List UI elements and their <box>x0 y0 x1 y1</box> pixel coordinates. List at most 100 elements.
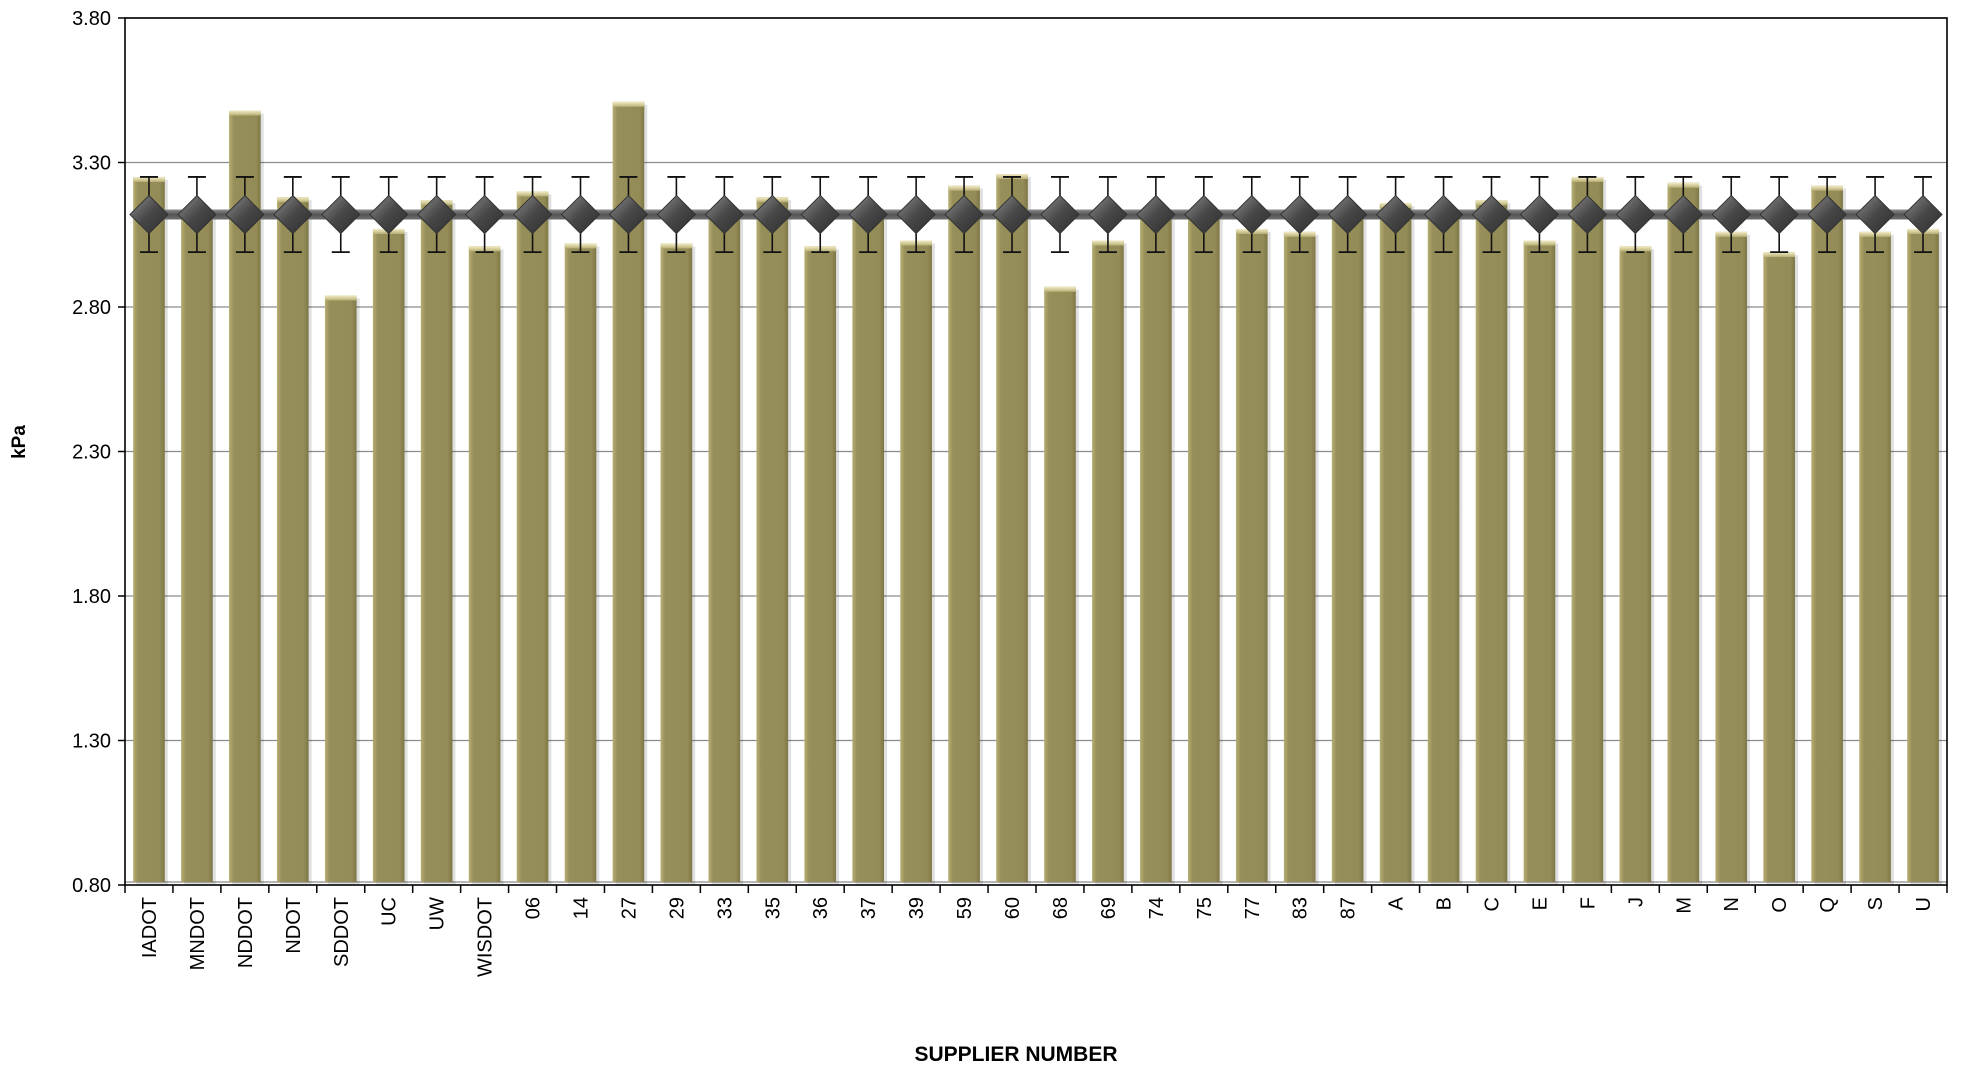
bar <box>1811 185 1846 885</box>
diamond-marker <box>1327 194 1368 235</box>
diamond-marker <box>1615 194 1656 235</box>
x-tick-label: 39 <box>906 897 928 919</box>
x-tick-label: S <box>1865 897 1887 910</box>
bar <box>420 200 456 885</box>
diamond-marker <box>848 194 888 235</box>
x-tick-label: 29 <box>666 897 688 919</box>
diamond-marker <box>896 194 936 235</box>
x-tick-label: SDDOT <box>331 897 353 967</box>
x-tick-label: B <box>1434 897 1456 910</box>
diamond-marker <box>608 194 649 235</box>
x-tick-label: 68 <box>1050 897 1072 919</box>
x-tick-label: MNDOT <box>187 897 209 970</box>
bar <box>1044 286 1079 885</box>
bar <box>564 243 600 886</box>
bar <box>1331 214 1367 885</box>
bar <box>1427 214 1463 885</box>
bar <box>1763 252 1799 886</box>
x-tick-label: 60 <box>1002 897 1024 919</box>
diamond-marker <box>992 194 1032 235</box>
x-tick-label: 27 <box>618 897 640 919</box>
diamond-marker <box>704 194 745 235</box>
bar <box>1235 228 1271 886</box>
bar <box>708 214 744 885</box>
diamond-marker <box>560 194 601 235</box>
bar <box>1092 240 1127 885</box>
bar <box>1715 231 1751 886</box>
bar <box>804 246 840 885</box>
bar <box>1523 240 1559 885</box>
x-tick-label: 14 <box>571 897 593 919</box>
diamond-marker <box>1759 194 1799 235</box>
diamond-marker <box>1040 194 1080 235</box>
x-tick-label: 77 <box>1242 897 1264 919</box>
diamond-marker <box>129 194 169 235</box>
x-tick-label: C <box>1482 897 1504 911</box>
x-tick-label: 83 <box>1290 897 1312 919</box>
diamond-marker <box>273 194 313 235</box>
x-axis-label: SUPPLIER NUMBER <box>914 1043 1117 1066</box>
x-tick-label: IADOT <box>139 897 161 958</box>
diamond-marker <box>1567 194 1608 235</box>
bar <box>229 110 264 886</box>
diamond-marker <box>1375 194 1416 235</box>
x-tick-label: 37 <box>858 897 880 919</box>
x-tick-label: Q <box>1817 897 1839 913</box>
x-tick-label: 75 <box>1194 897 1216 919</box>
x-tick-label: NDDOT <box>235 897 257 968</box>
y-tick-label: 2.80 <box>72 297 111 319</box>
bar <box>1187 214 1223 885</box>
y-tick-label: 0.80 <box>72 875 111 897</box>
x-tick-label: 35 <box>762 897 784 919</box>
diamond-marker <box>512 194 553 235</box>
diamond-marker <box>1807 194 1847 235</box>
mean-line-series <box>129 176 1943 253</box>
x-tick-label: 69 <box>1098 897 1120 919</box>
x-tick-label: UC <box>379 897 401 926</box>
x-tick-label: NDOT <box>283 897 305 954</box>
mean-line <box>148 209 1924 220</box>
bar <box>276 197 312 885</box>
y-axis-label: kPa <box>9 425 30 459</box>
diamond-marker <box>464 194 505 235</box>
diamond-marker <box>1903 194 1943 235</box>
diamond-marker <box>177 194 217 235</box>
diamond-marker <box>1184 194 1224 235</box>
diamond-marker <box>1663 194 1703 235</box>
x-tick-label: WISDOT <box>475 897 497 977</box>
x-tick-label: 06 <box>523 897 545 919</box>
y-tick-label: 3.80 <box>72 8 111 30</box>
bar <box>852 208 888 886</box>
diamond-marker <box>1855 194 1895 235</box>
bar <box>516 191 552 885</box>
bar <box>996 174 1031 885</box>
bar <box>468 246 504 885</box>
x-tick-label: N <box>1721 897 1743 911</box>
x-tick-label: 74 <box>1146 897 1168 919</box>
x-tick-label: 59 <box>954 897 976 919</box>
x-tick-label: 33 <box>714 897 736 919</box>
diamond-marker <box>1423 194 1464 235</box>
bar <box>1907 228 1942 886</box>
bar <box>1140 214 1175 885</box>
x-tick-label: UW <box>427 897 449 930</box>
diamond-marker <box>1088 194 1128 235</box>
bar <box>181 214 216 885</box>
y-tick-label: 3.30 <box>72 153 111 175</box>
bar <box>900 240 935 885</box>
x-tick-label: F <box>1577 897 1599 909</box>
bar <box>756 197 792 885</box>
bar <box>324 295 360 885</box>
x-tick-label: U <box>1913 897 1935 911</box>
diamond-marker <box>1471 194 1512 235</box>
diamond-marker <box>225 194 265 235</box>
diamond-marker <box>1136 194 1176 235</box>
diamond-marker <box>944 194 984 235</box>
diamond-marker <box>1232 194 1272 235</box>
bar <box>1667 182 1703 886</box>
diamond-marker <box>800 194 840 235</box>
x-tick-label: E <box>1529 897 1551 910</box>
bar <box>133 176 168 885</box>
